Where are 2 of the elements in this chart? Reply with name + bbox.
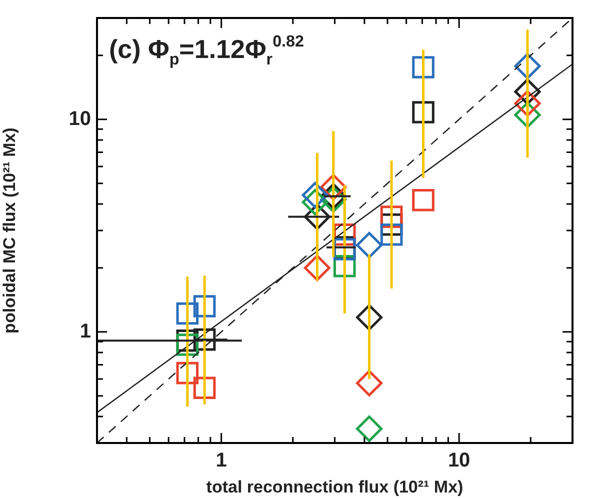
y-axis-title: poloidal MC flux (10²¹ Mx) <box>0 128 19 334</box>
x-axis-title: total reconnection flux (10²¹ Mx) <box>206 477 464 496</box>
